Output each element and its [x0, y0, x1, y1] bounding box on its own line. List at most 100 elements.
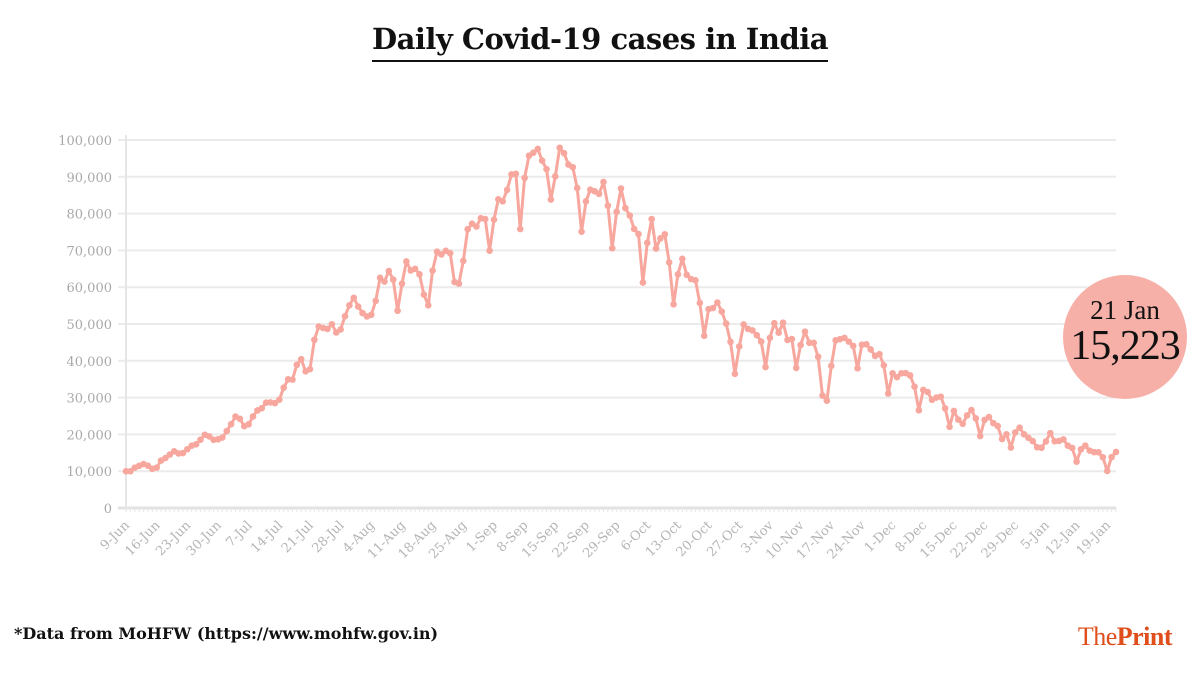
- data-point: [280, 384, 287, 391]
- data-point: [1082, 442, 1089, 449]
- data-point: [354, 303, 362, 310]
- data-point: [639, 279, 647, 286]
- callout-date: 21 Jan: [1090, 295, 1160, 325]
- data-point: [792, 364, 800, 372]
- data-point: [635, 230, 642, 238]
- data-point: [1011, 429, 1019, 436]
- data-point: [674, 270, 682, 278]
- data-point: [788, 335, 796, 343]
- data-point: [341, 312, 349, 320]
- y-tick-label: 0: [104, 502, 112, 517]
- data-point: [994, 422, 1002, 430]
- data-point: [297, 355, 305, 363]
- data-source-note: *Data from MoHFW (https://www.mohfw.gov.…: [14, 624, 439, 643]
- y-tick-label: 40,000: [67, 355, 113, 370]
- data-point: [368, 311, 375, 319]
- data-point: [771, 319, 778, 327]
- data-point: [192, 441, 200, 448]
- data-point: [753, 331, 761, 339]
- y-tick-label: 90,000: [67, 171, 113, 186]
- chart-title-text: Daily Covid-19 cases in India: [371, 22, 829, 62]
- data-point: [643, 239, 651, 247]
- data-point: [385, 267, 393, 275]
- data-point: [512, 170, 520, 178]
- data-point: [227, 420, 235, 428]
- data-point: [556, 144, 563, 152]
- data-point: [700, 332, 708, 340]
- data-point: [683, 271, 691, 279]
- data-point: [604, 202, 612, 209]
- data-point: [955, 416, 962, 423]
- data-point: [915, 406, 923, 414]
- data-point: [976, 432, 984, 440]
- data-point: [950, 407, 958, 415]
- data-point: [889, 369, 896, 377]
- data-point: [306, 365, 314, 373]
- data-point: [985, 413, 993, 421]
- data-point: [530, 149, 537, 156]
- data-point: [258, 404, 266, 412]
- data-point: [941, 405, 949, 412]
- data-point: [578, 228, 585, 235]
- data-point: [551, 173, 559, 180]
- data-point: [626, 212, 634, 219]
- data-point: [1073, 458, 1080, 465]
- x-tick-label: 1-Sep: [464, 518, 501, 555]
- data-point: [1003, 431, 1010, 438]
- data-point: [749, 327, 756, 334]
- data-point: [801, 328, 809, 336]
- y-tick-label: 60,000: [67, 281, 113, 296]
- y-tick-label: 70,000: [67, 244, 113, 259]
- data-point: [692, 277, 699, 284]
- data-point: [827, 362, 835, 370]
- data-point: [762, 363, 769, 371]
- data-point: [613, 208, 620, 216]
- data-point: [849, 342, 857, 350]
- data-point: [1042, 438, 1050, 445]
- data-point: [657, 235, 664, 242]
- data-point: [661, 230, 669, 238]
- data-point: [429, 267, 436, 274]
- data-point: [863, 340, 870, 348]
- data-point: [460, 257, 467, 265]
- data-point: [823, 397, 831, 404]
- data-point: [735, 343, 743, 350]
- data-point: [350, 294, 358, 302]
- data-point: [797, 341, 804, 349]
- data-point: [438, 251, 445, 258]
- data-point: [652, 245, 660, 252]
- callout-value: 15,223: [1070, 323, 1181, 369]
- y-tick-label: 20,000: [67, 428, 113, 443]
- data-point: [968, 406, 975, 414]
- data-point: [998, 435, 1006, 443]
- data-point: [854, 364, 861, 372]
- data-point: [481, 215, 489, 223]
- data-point: [293, 361, 301, 369]
- data-point: [223, 427, 231, 435]
- logo-the: The: [1077, 622, 1117, 651]
- data-point: [324, 325, 331, 333]
- data-point: [963, 412, 971, 419]
- data-point: [543, 165, 550, 173]
- data-point: [884, 390, 892, 397]
- data-point: [560, 149, 568, 157]
- data-point: [1060, 436, 1067, 443]
- data-point: [346, 302, 353, 309]
- data-point: [153, 464, 160, 471]
- data-point: [867, 346, 874, 353]
- data-point: [573, 184, 581, 192]
- data-point: [1046, 429, 1054, 437]
- data-point: [679, 255, 686, 263]
- data-point: [534, 145, 542, 153]
- logo-print: Print: [1116, 622, 1173, 651]
- data-point: [420, 291, 428, 298]
- data-point: [276, 396, 283, 404]
- data-point: [376, 274, 384, 282]
- data-point: [757, 338, 765, 345]
- data-point: [289, 376, 296, 383]
- data-point: [648, 215, 655, 223]
- data-point: [893, 373, 901, 381]
- y-tick-label: 10,000: [67, 465, 113, 480]
- data-point: [665, 259, 673, 266]
